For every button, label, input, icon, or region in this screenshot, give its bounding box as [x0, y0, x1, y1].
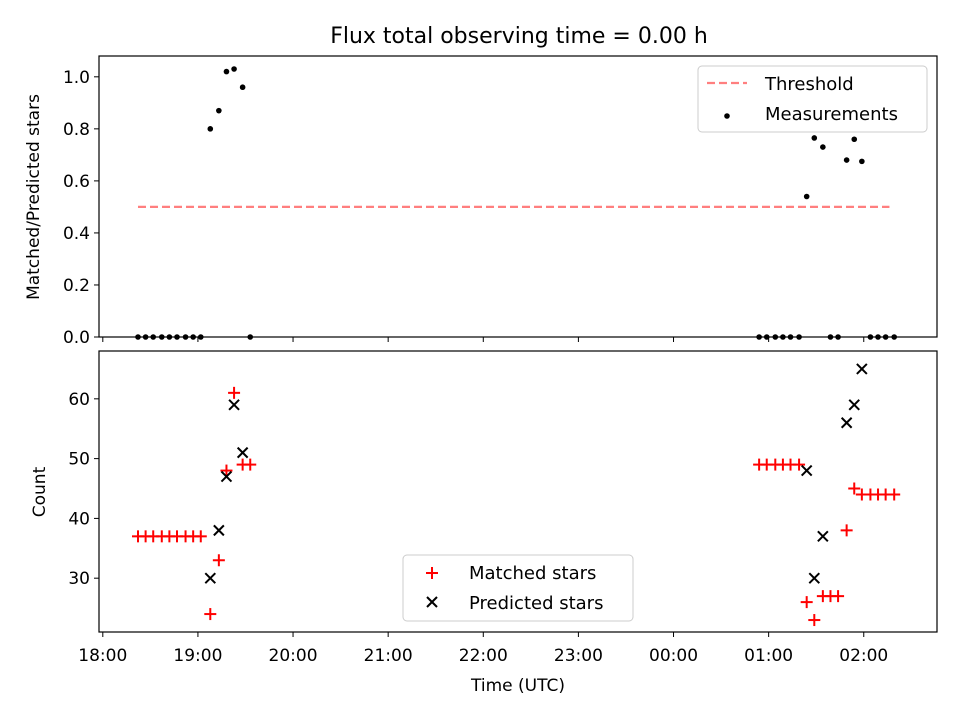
x-tick-label: 20:00 [269, 646, 318, 666]
predicted-stars-point [204, 572, 216, 584]
predicted-stars-point [817, 530, 829, 543]
measurement-point [207, 126, 214, 132]
x-tick-label: 00:00 [649, 646, 698, 666]
bottom-y-tick-label: 40 [68, 509, 90, 529]
threshold-legend-label: Threshold [764, 74, 854, 95]
top-plot-frame [98, 55, 938, 338]
predicted-stars-point [236, 446, 249, 459]
matched-stars-point [244, 458, 257, 471]
matched-stars-point [220, 464, 233, 477]
predicted-stars-point [848, 399, 860, 411]
bottom-panel: 30 40 50 60 18:00 19:00 20:00 21:00 22:00 23:00 0… [30, 350, 938, 696]
bottom-y-tick-label: 50 [68, 450, 90, 470]
x-tick-label: 18:00 [78, 646, 127, 666]
predicted-stars-point [808, 572, 821, 584]
predicted-stars-point [213, 524, 225, 537]
matched-stars-point [793, 458, 806, 471]
top-y-tick-label: 0.8 [63, 120, 90, 140]
matched-stars-point [228, 386, 241, 399]
matched-stars-point [832, 590, 845, 603]
x-tick-label: 19:00 [173, 646, 222, 666]
measurement-point [803, 193, 810, 200]
predicted-stars-point [856, 363, 868, 375]
matched-stars-point [888, 488, 901, 501]
x-tick-label: 21:00 [364, 646, 413, 666]
top-legend-box [697, 65, 928, 133]
measurement-point [859, 158, 865, 165]
x-tick-label: 02:00 [839, 646, 888, 666]
bottom-y-tick-label: 60 [68, 390, 90, 410]
top-y-tick-label: 0.2 [63, 276, 90, 296]
matched-stars-point [808, 614, 821, 627]
matched-stars-point [204, 608, 217, 621]
bottom-legend-box [402, 554, 634, 622]
top-y-tick-label: 1.0 [63, 68, 90, 88]
measurements-legend-label: Measurements [765, 104, 898, 125]
measurement-point [811, 135, 818, 141]
measurement-point [216, 107, 222, 114]
measurement-point [239, 84, 246, 91]
matched-legend-swatch [426, 567, 438, 579]
bottom-y-tick-label: 30 [68, 569, 90, 589]
predicted-stars-point [220, 470, 233, 483]
top-y-tick-label: 0.0 [63, 328, 90, 348]
bottom-legend: Matched stars Predicted stars [402, 554, 634, 622]
chart-title: Flux total observing time = 0.00 h [330, 24, 708, 49]
measurement-point [851, 136, 858, 143]
predicted-stars-point [840, 417, 853, 429]
matched-stars-point [840, 524, 853, 537]
matched-legend-label: Matched stars [469, 563, 596, 584]
measurement-point [223, 68, 230, 75]
measurement-point [843, 157, 850, 163]
matched-stars-point [848, 482, 861, 495]
bottom-plot-frame [98, 350, 938, 633]
x-tick-label: 01:00 [744, 646, 793, 666]
top-y-axis-label: Matched/Predicted stars [24, 94, 44, 300]
top-legend: Threshold Measurements [697, 65, 928, 133]
x-axis-label: Time (UTC) [470, 676, 565, 696]
top-y-tick-label: 0.4 [63, 224, 90, 244]
matched-stars-point [194, 530, 207, 543]
predicted-stars-point [800, 464, 813, 477]
matched-stars-point [800, 596, 813, 609]
predicted-legend-swatch [426, 596, 438, 608]
measurements-legend-swatch [724, 113, 730, 119]
measurement-point [820, 144, 826, 150]
matched-stars-point [212, 554, 225, 567]
measurement-point [231, 66, 237, 72]
bottom-y-axis-label: Count [30, 466, 50, 517]
predicted-legend-label: Predicted stars [469, 593, 603, 614]
predicted-stars-point [228, 399, 240, 411]
x-tick-label: 22:00 [459, 646, 508, 666]
x-tick-label: 23:00 [554, 646, 603, 666]
top-panel: 0.0 0.2 0.4 0.6 0.8 1.0 Matched/Predicted sta… [24, 55, 938, 348]
top-y-tick-label: 0.6 [63, 172, 90, 192]
